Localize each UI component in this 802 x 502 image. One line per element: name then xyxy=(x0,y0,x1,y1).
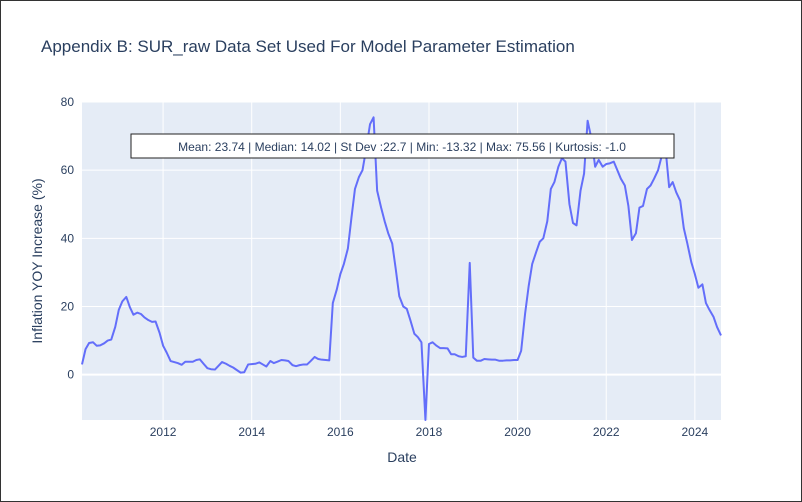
stats-annotation-box xyxy=(130,133,675,159)
x-tick-label: 2022 xyxy=(593,425,620,439)
y-tick-label: 80 xyxy=(61,95,75,109)
series-group xyxy=(81,116,722,421)
x-tick-label: 2016 xyxy=(327,425,354,439)
y-tick-label: 0 xyxy=(67,368,74,382)
stats-annotation-text: Mean: 23.74 | Median: 14.02 | St Dev :22… xyxy=(178,140,626,154)
x-tick-label: 2024 xyxy=(682,425,709,439)
x-tick-label: 2020 xyxy=(504,425,531,439)
y-axis-ticks: 0 20 40 60 80 xyxy=(61,95,75,382)
x-tick-label: 2018 xyxy=(416,425,443,439)
y-tick-label: 20 xyxy=(61,300,75,314)
x-tick-label: 2014 xyxy=(238,425,265,439)
series-line xyxy=(81,116,722,421)
y-tick-label: 40 xyxy=(61,231,75,245)
y-axis-label: Inflation YOY Increase (%) xyxy=(29,178,45,343)
y-tick-label: 60 xyxy=(61,163,75,177)
x-axis-label: Date xyxy=(387,449,417,465)
chart-title: Appendix B: SUR_raw Data Set Used For Mo… xyxy=(41,37,575,56)
stats-annotation: Mean: 23.74 | Median: 14.02 | St Dev :22… xyxy=(130,133,675,159)
x-axis-ticks: 2012 2014 2016 2018 2020 2022 2024 xyxy=(150,425,709,439)
x-tick-label: 2012 xyxy=(150,425,177,439)
